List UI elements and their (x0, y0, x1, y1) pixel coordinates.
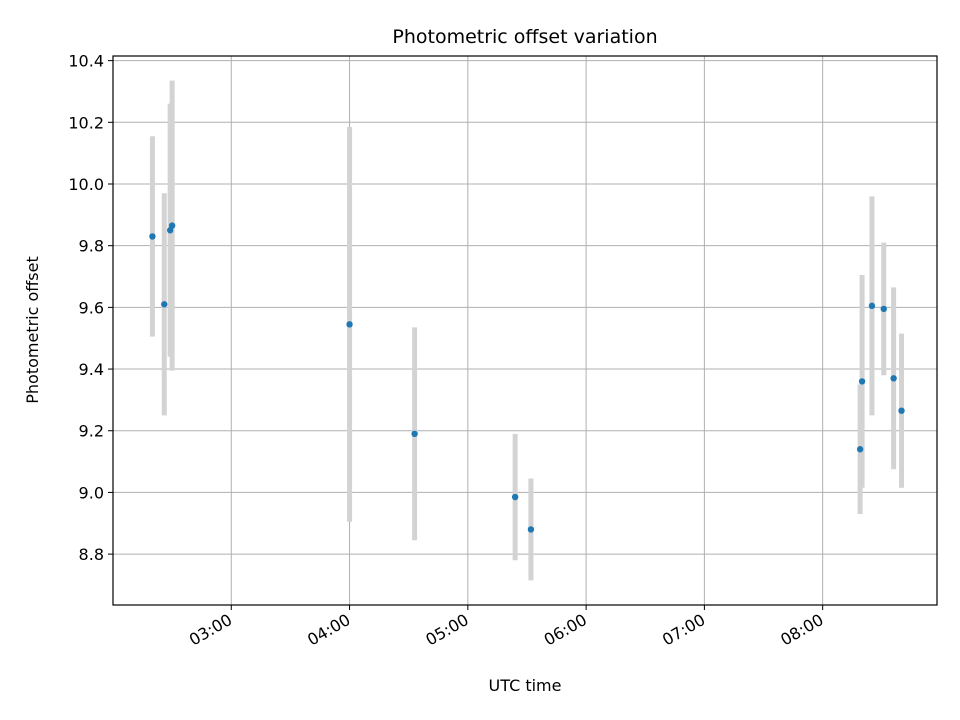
y-tick-label: 9.4 (79, 360, 104, 379)
data-point (168, 222, 176, 229)
chart-title: Photometric offset variation (392, 26, 657, 48)
data-point (346, 321, 353, 328)
data-points (149, 222, 905, 533)
data-point (511, 493, 519, 501)
y-tick-label: 10.0 (68, 175, 104, 194)
y-axis-label: Photometric offset (23, 256, 42, 404)
data-point (411, 430, 418, 438)
y-tick-label: 9.2 (79, 422, 104, 441)
data-point (161, 301, 168, 308)
y-tick-label: 10.4 (68, 52, 104, 71)
plot-frame (112, 55, 938, 606)
data-point (868, 302, 876, 310)
y-tick-label: 9.8 (79, 237, 104, 256)
data-point (890, 375, 897, 382)
data-point (856, 446, 864, 453)
data-point (858, 378, 866, 385)
data-point (898, 407, 905, 414)
y-tick-label: 9.6 (79, 298, 104, 317)
y-tick-label: 10.2 (68, 113, 104, 132)
plot-area (113, 56, 937, 605)
data-point (149, 233, 156, 240)
data-point (880, 305, 887, 313)
x-axis-label: UTC time (489, 676, 562, 695)
grid-lines (113, 56, 937, 605)
y-tick-label: 8.8 (79, 545, 104, 564)
data-point (527, 526, 535, 533)
y-tick-label: 9.0 (79, 483, 104, 502)
y-axis-ticks: 8.8 9.0 9.2 9.4 9.6 9.8 10.0 10.2 10.4 (68, 52, 113, 564)
